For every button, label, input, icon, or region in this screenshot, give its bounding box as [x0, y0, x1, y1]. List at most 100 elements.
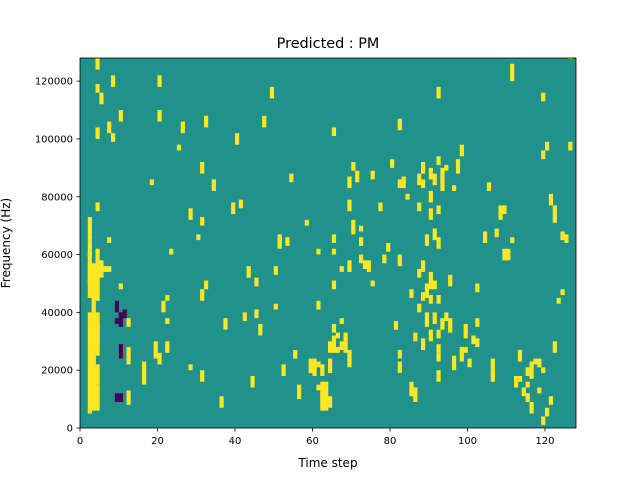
- high-cell-27: [95, 127, 100, 139]
- high-cell-193: [459, 347, 464, 362]
- high-cell-33: [107, 266, 112, 272]
- high-cell-179: [436, 237, 441, 249]
- high-cell-151: [417, 303, 422, 313]
- y-tick-label-4: 80000: [41, 192, 73, 203]
- high-cell-140: [397, 361, 402, 374]
- high-cell-144: [397, 118, 402, 131]
- high-cell-213: [514, 375, 519, 388]
- high-cell-202: [483, 231, 488, 243]
- high-cell-34: [107, 237, 112, 243]
- high-cell-155: [421, 338, 426, 350]
- high-cell-61: [200, 289, 205, 301]
- high-cell-190: [452, 355, 457, 371]
- high-cell-132: [366, 260, 371, 272]
- high-cell-117: [339, 266, 344, 272]
- high-cell-42: [126, 347, 131, 365]
- high-cell-54: [169, 248, 174, 255]
- high-cell-112: [331, 127, 337, 137]
- high-cell-79: [269, 86, 275, 99]
- high-cell-141: [397, 349, 402, 359]
- high-cell-40: [118, 110, 123, 122]
- high-cell-66: [211, 179, 216, 191]
- high-cell-133: [370, 280, 375, 287]
- high-cell-166: [428, 271, 433, 284]
- high-cell-43: [126, 318, 131, 327]
- high-cell-215: [517, 349, 523, 362]
- high-cell-214: [517, 375, 523, 382]
- high-cell-101: [324, 381, 329, 400]
- high-cell-212: [510, 63, 515, 82]
- x-tick-label-4: 80: [384, 436, 397, 447]
- low-cell-2: [114, 393, 120, 402]
- low-cell-3: [118, 312, 123, 327]
- high-cell-29: [95, 58, 100, 70]
- high-cell-78: [262, 115, 267, 128]
- high-cell-129: [359, 254, 364, 264]
- high-cell-205: [490, 358, 495, 376]
- high-cell-230: [545, 141, 550, 151]
- high-cell-137: [386, 243, 391, 252]
- high-cell-198: [471, 335, 476, 345]
- high-cell-240: [568, 58, 573, 59]
- high-cell-226: [541, 367, 546, 374]
- high-cell-53: [165, 295, 170, 301]
- high-cell-236: [560, 289, 565, 296]
- low-cell-1: [114, 300, 120, 313]
- high-cell-31: [99, 92, 104, 105]
- high-cell-41: [126, 390, 131, 405]
- x-tick-label-2: 40: [229, 436, 242, 447]
- high-cell-21: [95, 312, 100, 345]
- high-cell-100: [324, 396, 329, 411]
- high-cell-158: [421, 179, 426, 189]
- high-cell-87: [289, 173, 294, 183]
- high-cell-88: [293, 349, 298, 359]
- high-cell-183: [440, 318, 445, 330]
- high-cell-15: [91, 323, 96, 348]
- high-cell-102: [328, 396, 333, 408]
- high-cell-195: [463, 347, 468, 353]
- y-tick-label-0: 0: [67, 424, 73, 435]
- high-cell-189: [448, 274, 453, 287]
- high-cell-24: [95, 254, 100, 267]
- high-cell-130: [359, 225, 364, 232]
- y-tick-label-1: 20000: [41, 366, 73, 377]
- low-cell-0: [114, 318, 120, 324]
- plot-frame: [79, 57, 577, 429]
- high-cell-93: [316, 384, 321, 391]
- high-cell-162: [424, 234, 430, 246]
- x-axis: 0 20 40 60 80 100 120: [77, 428, 555, 447]
- high-cell-13: [91, 352, 96, 368]
- high-cell-217: [525, 393, 530, 402]
- high-cell-22: [95, 263, 100, 301]
- high-cell-80: [273, 303, 278, 310]
- high-cell-146: [405, 193, 410, 200]
- low-cell-6: [122, 309, 127, 319]
- high-cell-25: [95, 248, 100, 255]
- high-cell-221: [529, 361, 534, 379]
- high-cell-239: [568, 141, 573, 151]
- high-cell-142: [397, 254, 402, 267]
- high-cell-192: [455, 159, 461, 174]
- high-cell-57: [188, 364, 193, 371]
- high-cell-175: [436, 352, 441, 362]
- high-cell-169: [428, 167, 433, 180]
- high-cell-0: [87, 312, 92, 414]
- high-cell-173: [432, 173, 437, 186]
- high-cell-154: [417, 173, 422, 186]
- high-cell-85: [281, 364, 286, 376]
- high-cell-28: [95, 84, 100, 93]
- high-cell-207: [498, 205, 503, 220]
- high-cell-46: [153, 341, 158, 359]
- high-cell-62: [200, 216, 205, 226]
- x-tick-label-3: 60: [306, 436, 319, 447]
- high-cell-224: [537, 358, 542, 368]
- high-cell-95: [316, 300, 321, 310]
- high-cell-222: [533, 358, 538, 365]
- high-cell-103: [328, 358, 333, 374]
- high-cell-163: [428, 329, 433, 342]
- high-cell-89: [297, 384, 302, 400]
- high-cell-65: [204, 115, 209, 128]
- high-cell-228: [541, 92, 546, 102]
- high-cell-143: [397, 179, 402, 189]
- high-cell-127: [355, 170, 360, 183]
